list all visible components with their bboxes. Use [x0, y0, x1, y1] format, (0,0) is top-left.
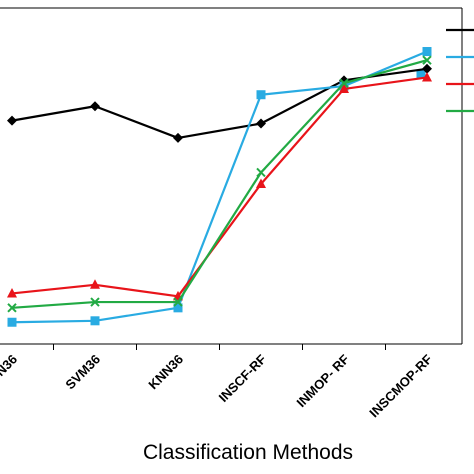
x-tick-label: KNN36 — [145, 352, 186, 393]
data-point-triangle — [256, 178, 266, 188]
series-line — [11, 50, 428, 324]
series-3 — [7, 71, 432, 301]
data-point-x — [422, 55, 432, 65]
series-2 — [7, 47, 432, 327]
data-point-triangle — [90, 279, 100, 289]
data-point-x — [7, 303, 17, 313]
data-point-square — [173, 303, 183, 313]
x-tick-labels: BN36 SVM36 KNN36 INSCF-RF INMOP- RF INSCMOP-R… — [0, 351, 435, 420]
data-point-diamond — [90, 101, 100, 112]
x-axis-label: Classification Methods — [143, 441, 353, 464]
data-point-x — [90, 297, 100, 307]
series-line — [11, 59, 428, 309]
data-point-square — [7, 317, 17, 327]
legend — [416, 28, 474, 113]
data-point-square — [422, 47, 432, 57]
data-point-square — [90, 316, 100, 326]
legend-marker-square — [416, 69, 426, 79]
x-tick-label: INSCMOP-RF — [366, 351, 435, 420]
data-point-triangle — [7, 287, 17, 298]
data-point-triangle — [339, 83, 349, 93]
data-point-diamond — [422, 63, 432, 74]
x-tick-label: INSCF-RF — [216, 351, 270, 405]
x-tick-label: SVM36 — [62, 352, 103, 393]
series-4 — [7, 55, 432, 313]
x-tick-label: BN36 — [0, 352, 20, 386]
data-point-x — [339, 78, 349, 88]
data-point-diamond — [7, 115, 17, 126]
data-point-triangle — [422, 71, 432, 82]
data-point-diamond — [256, 118, 266, 129]
series-line — [11, 67, 428, 140]
axes — [0, 7, 463, 350]
data-point-x — [256, 167, 266, 178]
data-point-diamond — [173, 132, 183, 143]
series-line — [11, 76, 428, 298]
data-point-x — [173, 297, 183, 307]
data-point-square — [256, 90, 266, 100]
x-tick-label: INMOP- RF — [294, 351, 353, 410]
series-layer — [7, 47, 432, 327]
